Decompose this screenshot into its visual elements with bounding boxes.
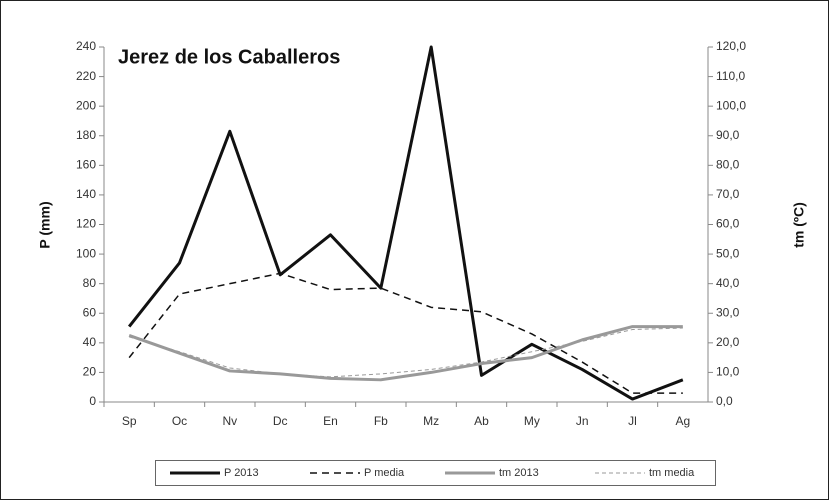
legend-label: P 2013 — [224, 467, 259, 479]
y-tick-label: 160 — [76, 158, 96, 172]
y-tick-label: 120 — [76, 217, 96, 231]
y-tick-label: 20 — [83, 365, 97, 379]
y-tick-label: 80 — [83, 276, 97, 290]
chart-title: Jerez de los Caballeros — [118, 46, 340, 68]
y2-tick-label: 80,0 — [716, 158, 740, 172]
y2-tick-label: 20,0 — [716, 335, 740, 349]
x-tick-label: En — [323, 414, 338, 428]
y-tick-label: 0 — [89, 394, 96, 408]
x-tick-label: Sp — [122, 414, 137, 428]
y-tick-label: 100 — [76, 246, 96, 260]
legend — [155, 460, 716, 486]
line-series — [128, 272, 683, 394]
y2-tick-label: 50,0 — [716, 246, 740, 260]
y-axis-label: P (mm) — [37, 201, 53, 248]
y-tick-label: 40 — [83, 335, 97, 349]
x-tick-label: Ag — [675, 414, 690, 428]
y2-tick-label: 90,0 — [716, 128, 740, 142]
y-tick-label: 140 — [76, 187, 96, 201]
x-tick-label: Fb — [374, 414, 388, 428]
line-series — [129, 327, 683, 378]
y2-tick-label: 100,0 — [716, 98, 746, 112]
legend-label: tm 2013 — [499, 467, 539, 479]
legend-label: P media — [364, 467, 405, 479]
x-tick-label: Mz — [423, 414, 439, 428]
x-tick-label: My — [524, 414, 540, 428]
y2-tick-label: 60,0 — [716, 217, 740, 231]
line-series — [128, 325, 683, 382]
x-tick-label: Ab — [474, 414, 489, 428]
y2-tick-label: 70,0 — [716, 187, 740, 201]
x-tick-label: Nv — [222, 414, 237, 428]
y-tick-label: 220 — [76, 69, 96, 83]
x-tick-label: Jn — [576, 414, 589, 428]
x-tick-label: Oc — [172, 414, 187, 428]
y2-tick-label: 0,0 — [716, 394, 733, 408]
x-tick-label: Jl — [628, 414, 637, 428]
y-tick-label: 200 — [76, 98, 96, 112]
y2-tick-label: 40,0 — [716, 276, 740, 290]
y-tick-label: 60 — [83, 305, 97, 319]
y2-tick-label: 10,0 — [716, 365, 740, 379]
y-tick-label: 180 — [76, 128, 96, 142]
y2-tick-label: 110,0 — [716, 69, 745, 83]
legend-label: tm media — [649, 467, 695, 479]
line-series — [127, 45, 684, 401]
y2-tick-label: 30,0 — [716, 305, 740, 319]
y-tick-label: 240 — [76, 39, 96, 53]
x-tick-label: Dc — [273, 414, 288, 428]
y2-axis-label: tm (ºC) — [791, 202, 807, 248]
y2-tick-label: 120,0 — [716, 39, 746, 53]
